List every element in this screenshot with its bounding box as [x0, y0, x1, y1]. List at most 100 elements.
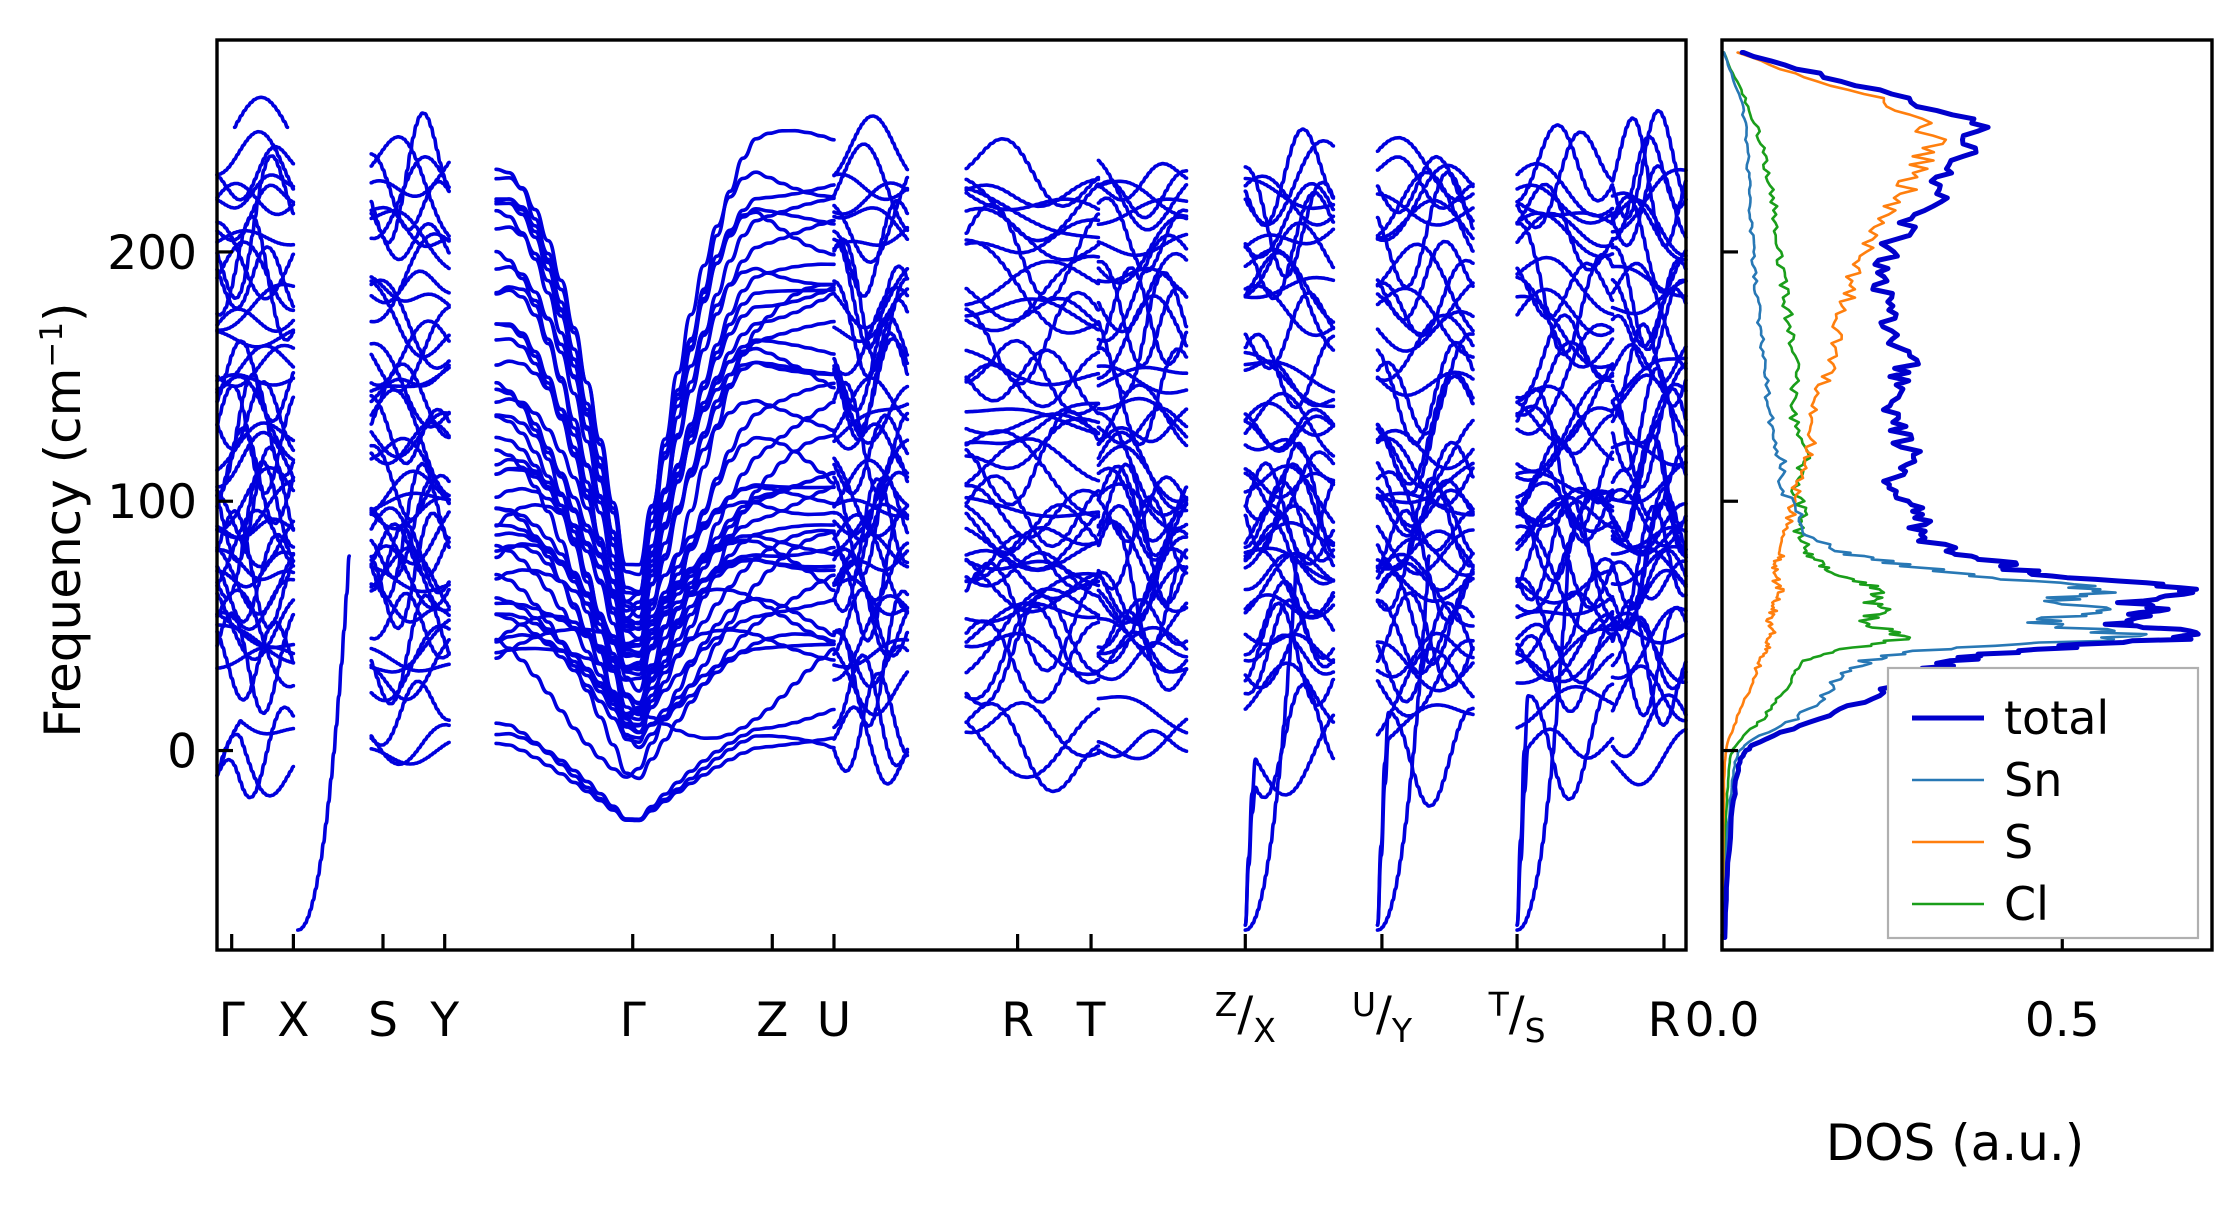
band-branch [964, 701, 1101, 758]
band-branch [1243, 284, 1336, 338]
band-branch [1515, 211, 1615, 259]
band-branch [964, 495, 1101, 519]
band-branch [369, 305, 451, 393]
band-soft-mode [1515, 554, 1571, 932]
band-branch [964, 707, 1101, 780]
band-branch [832, 225, 910, 251]
band-branch [1375, 309, 1475, 353]
band-branch [494, 707, 836, 822]
band-branch [1610, 460, 1688, 505]
band-branch [832, 413, 910, 496]
band-x-tick-label: T [1076, 993, 1106, 1048]
band-branch [1096, 406, 1189, 446]
band-branch [1610, 322, 1688, 424]
band-branch [1610, 197, 1688, 258]
band-branch [215, 144, 296, 202]
band-branch [1096, 411, 1189, 517]
band-branch [369, 111, 451, 245]
band-branch [1515, 612, 1615, 682]
band-branch [494, 734, 836, 823]
y-axis-label: Frequency (cm−1) [34, 302, 92, 737]
band-branch [369, 618, 451, 674]
band-branch [1375, 706, 1475, 927]
legend-label-s: S [2004, 815, 2033, 869]
band-branch [215, 129, 296, 191]
band-branch [215, 220, 296, 301]
band-branch [369, 155, 451, 241]
band-branch [215, 705, 296, 800]
band-branch [1243, 461, 1336, 561]
band-branch [964, 254, 1101, 333]
band-branch [1610, 194, 1688, 294]
band-branch [964, 206, 1101, 262]
dos-y-ticks [1722, 250, 1738, 753]
band-branch [1243, 414, 1336, 453]
band-branch [369, 388, 451, 498]
band-branch [1243, 182, 1336, 259]
band-branch [369, 469, 451, 517]
band-x-tick-label-fraction: T/S [1488, 985, 1546, 1050]
band-branch [832, 206, 910, 241]
band-branch [1243, 450, 1336, 518]
band-branch [1375, 461, 1475, 505]
band-branch [1610, 279, 1688, 316]
band-branch [1515, 516, 1615, 610]
band-branch [832, 589, 910, 728]
band-branch [1096, 233, 1189, 343]
band-branch [1515, 221, 1615, 357]
band-branch [1096, 232, 1189, 258]
band-branch [832, 422, 910, 475]
band-branch [832, 380, 910, 495]
band-branch [964, 338, 1101, 416]
band-branch [494, 170, 836, 604]
band-branch [1096, 196, 1189, 274]
band-branch [964, 407, 1101, 436]
band-branch [1096, 495, 1189, 591]
band-branch [964, 401, 1101, 446]
band-branch [964, 557, 1101, 614]
band-branch [369, 461, 451, 601]
band-branch [1515, 255, 1615, 316]
dos-axis-label: DOS (a.u.) [1826, 1114, 2085, 1172]
band-branch [1096, 475, 1189, 544]
band-branch [494, 435, 836, 705]
band-branch [494, 435, 836, 720]
band-branch [494, 414, 836, 717]
dos-panel: 0.0 0.5 [1685, 38, 2214, 1048]
band-branch [1515, 684, 1615, 730]
band-axes-frame [215, 38, 1688, 952]
band-branch [1096, 430, 1189, 511]
band-branch [369, 722, 451, 767]
band-x-tick-label: Γ [219, 993, 245, 1048]
band-branch [1375, 192, 1475, 227]
band-x-tick-label-fraction: U/Y [1352, 985, 1413, 1050]
band-branch [494, 572, 836, 781]
band-branch [1243, 601, 1336, 708]
dos-curve-total [1722, 50, 2201, 940]
band-branch [1243, 401, 1336, 437]
band-branch [369, 393, 451, 466]
band-branch [369, 593, 451, 706]
band-branch [1375, 508, 1475, 623]
band-branch [1610, 365, 1688, 477]
band-branch [964, 177, 1101, 209]
legend-label-cl: Cl [2004, 877, 2049, 931]
band-branch [1375, 332, 1475, 436]
band-branch [215, 240, 296, 313]
band-branch [1515, 261, 1615, 320]
band-branch [1515, 384, 1615, 461]
band-branch [832, 653, 910, 768]
band-x-tick-label: R [1648, 993, 1681, 1048]
band-branch [215, 173, 296, 210]
band-branch [1610, 504, 1688, 632]
band-branch [832, 175, 910, 264]
band-branch [1515, 362, 1615, 445]
band-branch [964, 348, 1101, 416]
band-branch [1096, 396, 1189, 439]
band-branch [215, 445, 296, 564]
band-branch [1096, 466, 1189, 543]
dos-legend[interactable]: total Sn S Cl [1886, 666, 2200, 940]
band-branch [1375, 631, 1475, 679]
